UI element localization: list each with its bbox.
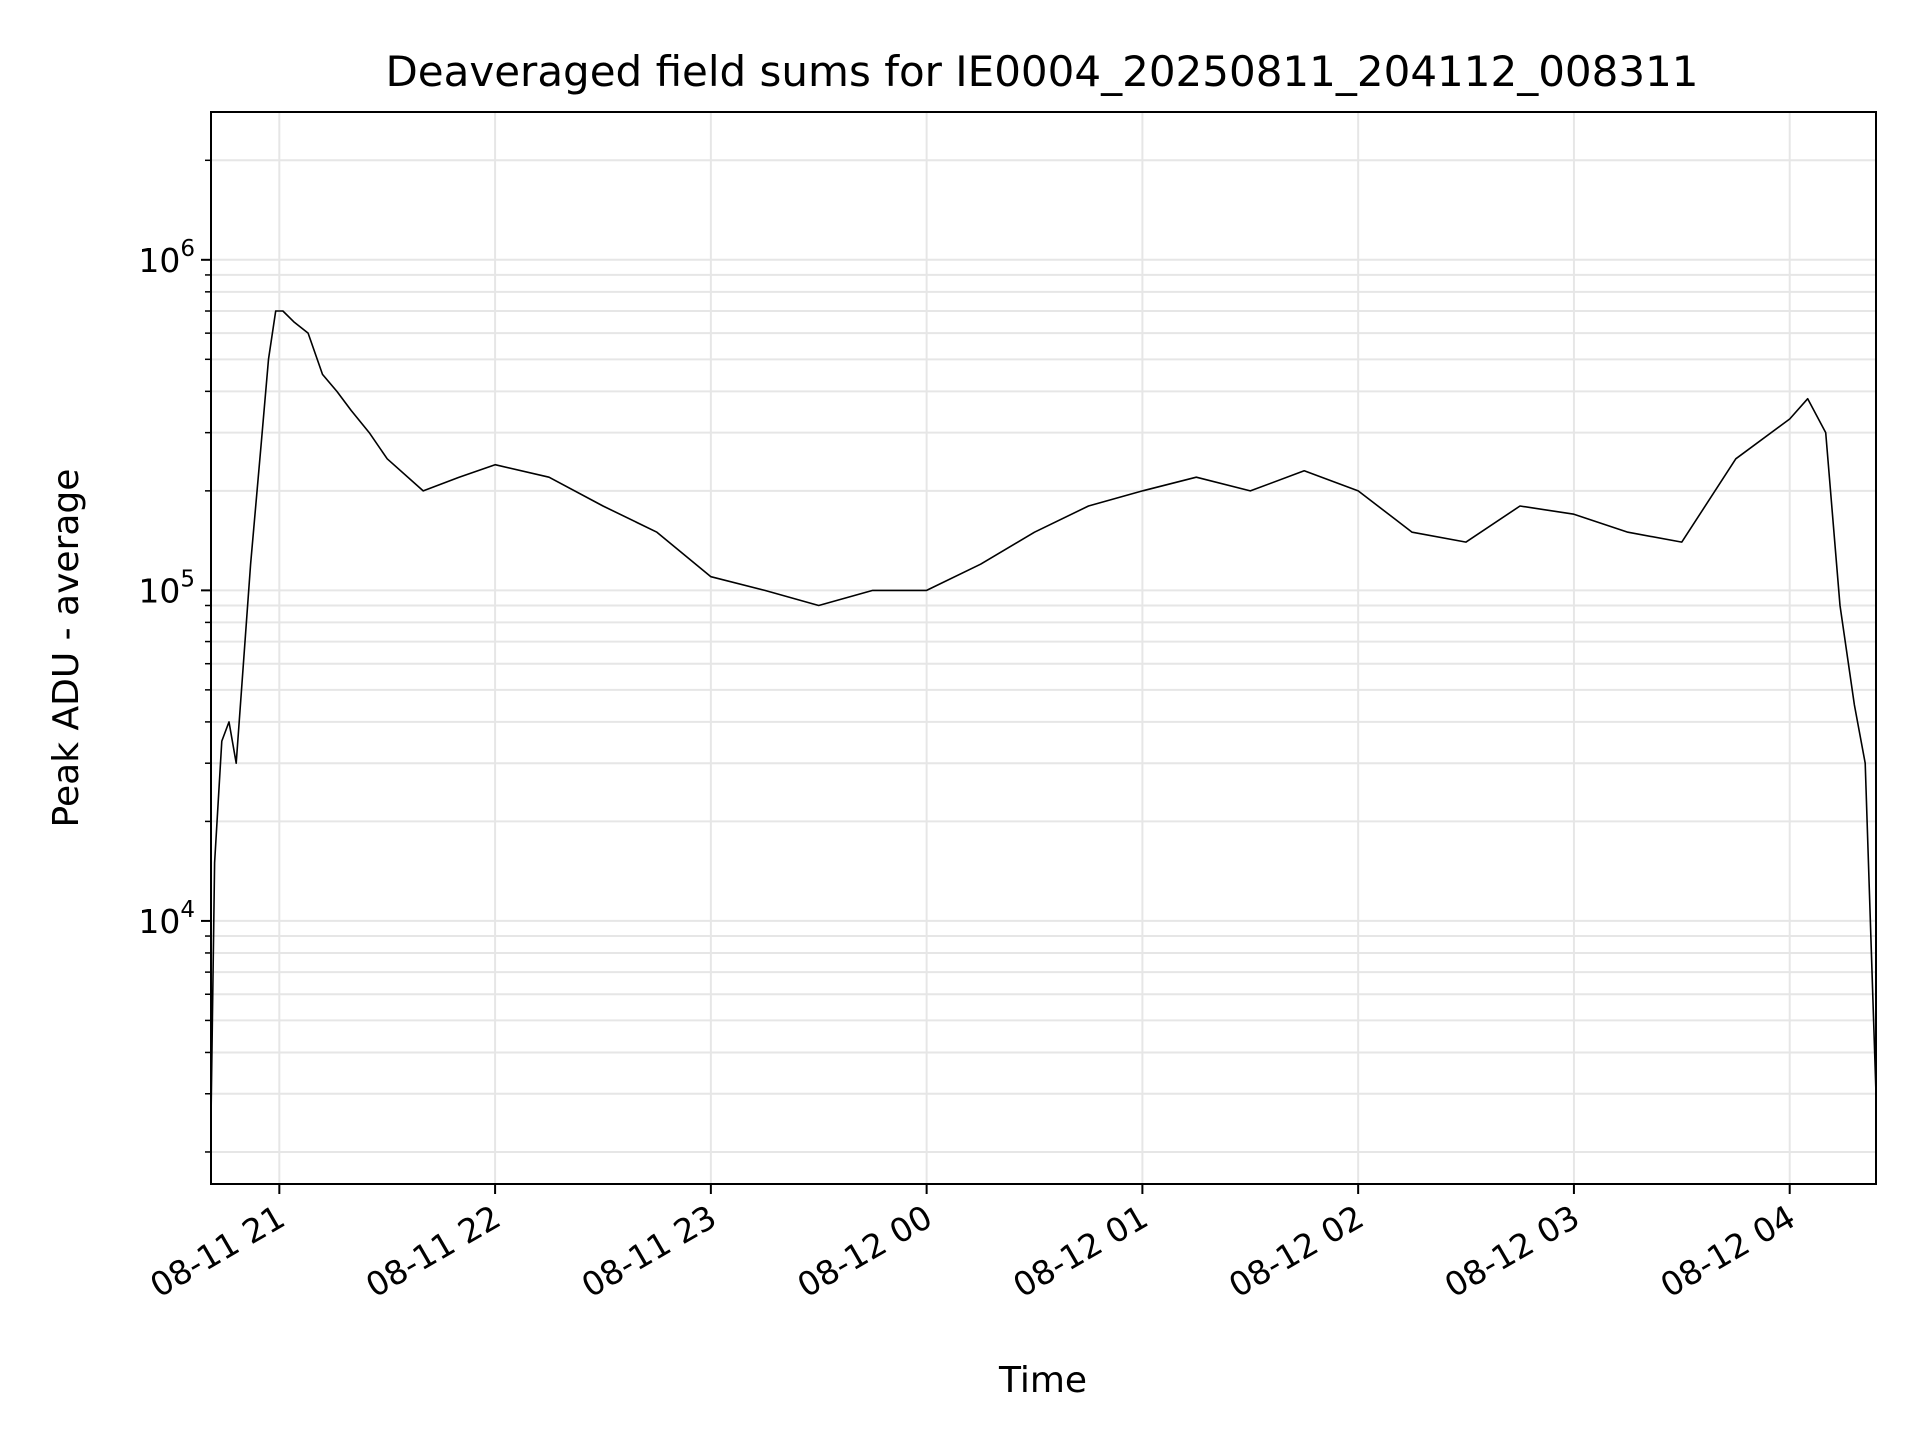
y-tick-exponent: 5 <box>180 566 195 592</box>
y-tick-exponent: 6 <box>180 236 195 262</box>
y-tick-base: 10 <box>138 902 180 941</box>
y-tick-base: 10 <box>138 241 180 280</box>
x-axis: 08-11 21 08-11 22 08-11 23 08-12 00 08-12 01… <box>143 1184 1802 1305</box>
y-tick-label: 105 <box>138 566 195 610</box>
grid <box>211 112 1876 1184</box>
series <box>210 310 1877 1120</box>
y-tick-exponent: 4 <box>180 897 195 923</box>
chart-title: Deaveraged field sums for IE0004_2025081… <box>385 47 1698 96</box>
x-tick-label: 08-12 00 <box>791 1197 939 1305</box>
x-tick-label: 08-11 23 <box>575 1197 723 1305</box>
y-tick-label: 104 <box>138 897 195 941</box>
x-tick-label: 08-12 04 <box>1654 1197 1802 1305</box>
x-axis-label: Time <box>998 1360 1087 1401</box>
x-tick-label: 08-11 22 <box>359 1197 507 1305</box>
plot-frame <box>210 111 1877 1185</box>
x-tick-label: 08-12 01 <box>1006 1197 1154 1305</box>
y-axis-label: Peak ADU - average <box>46 469 87 828</box>
x-tick-label: 08-11 21 <box>143 1197 291 1305</box>
y-tick-label: 106 <box>138 236 195 280</box>
y-tick-base: 10 <box>138 571 180 610</box>
series-line <box>210 310 1877 1120</box>
x-tick-label: 08-12 03 <box>1438 1197 1586 1305</box>
x-tick-label: 08-12 02 <box>1222 1197 1370 1305</box>
